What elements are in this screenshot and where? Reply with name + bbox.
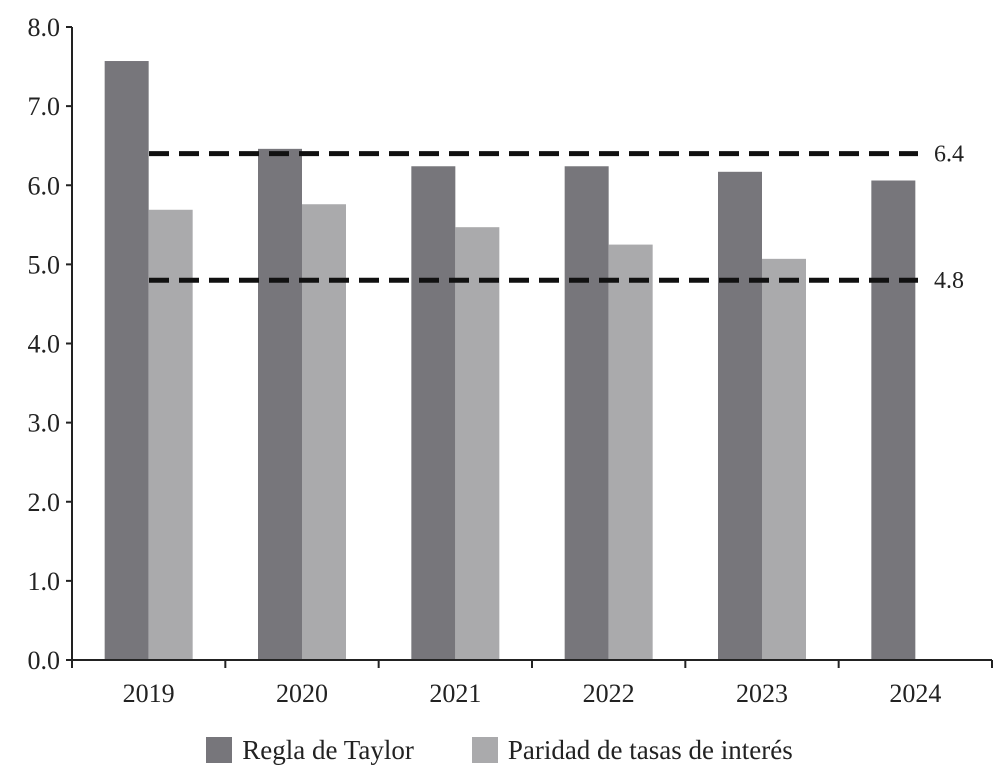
y-tick-label-4: 4.0 — [28, 330, 61, 359]
x-tick-label-2021: 2021 — [429, 679, 481, 708]
y-tick-label-0: 0.0 — [28, 646, 61, 675]
x-tick-label-2022: 2022 — [583, 679, 635, 708]
legend-swatch-series-1 — [471, 737, 498, 763]
y-tick-label-1: 1.0 — [28, 567, 61, 596]
y-tick-label-2: 2.0 — [28, 488, 61, 517]
y-tick-label-8: 8.0 — [28, 13, 61, 42]
legend-label-series-1: Paridad de tasas de interés — [507, 734, 793, 765]
reference-line-label-1: 4.8 — [934, 268, 964, 294]
x-tick-label-2023: 2023 — [736, 679, 788, 708]
y-tick-label-3: 3.0 — [28, 409, 61, 438]
bar-2022-series-1 — [608, 244, 653, 660]
y-tick-label-7: 7.0 — [28, 92, 61, 121]
bar-2019-series-0 — [104, 61, 149, 661]
bar-2019-series-1 — [148, 209, 193, 660]
legend-swatch-series-0 — [206, 737, 233, 763]
bar-2023-series-1 — [762, 258, 806, 660]
bar-2022-series-0 — [564, 166, 609, 660]
x-tick-label-2020: 2020 — [276, 679, 328, 708]
legend-label-series-0: Regla de Taylor — [242, 734, 414, 765]
x-tick-label-2024: 2024 — [889, 679, 941, 708]
bar-chart-plot: 0.0 1.0 2.0 3.0 4.0 5.0 6.0 7.0 8.0 2019 2020 2021 2… — [28, 13, 993, 708]
bar-2023-series-0 — [718, 171, 762, 660]
y-tick-label-6: 6.0 — [28, 171, 61, 200]
bar-2021-series-1 — [455, 227, 500, 660]
legend-item-series-1: Paridad de tasas de interés — [471, 734, 793, 766]
bar-2024-series-0 — [871, 180, 916, 660]
bar-2020-series-1 — [302, 204, 346, 661]
legend-item-series-0: Regla de Taylor — [206, 735, 414, 766]
reference-line-label-0: 6.4 — [934, 142, 964, 168]
bar-2020-series-0 — [258, 148, 302, 661]
y-tick-label-5: 5.0 — [28, 250, 61, 279]
legend: Regla de Taylor Paridad de tasas de inte… — [0, 728, 999, 772]
bar-2021-series-0 — [411, 166, 456, 660]
x-tick-label-2019: 2019 — [123, 679, 175, 708]
